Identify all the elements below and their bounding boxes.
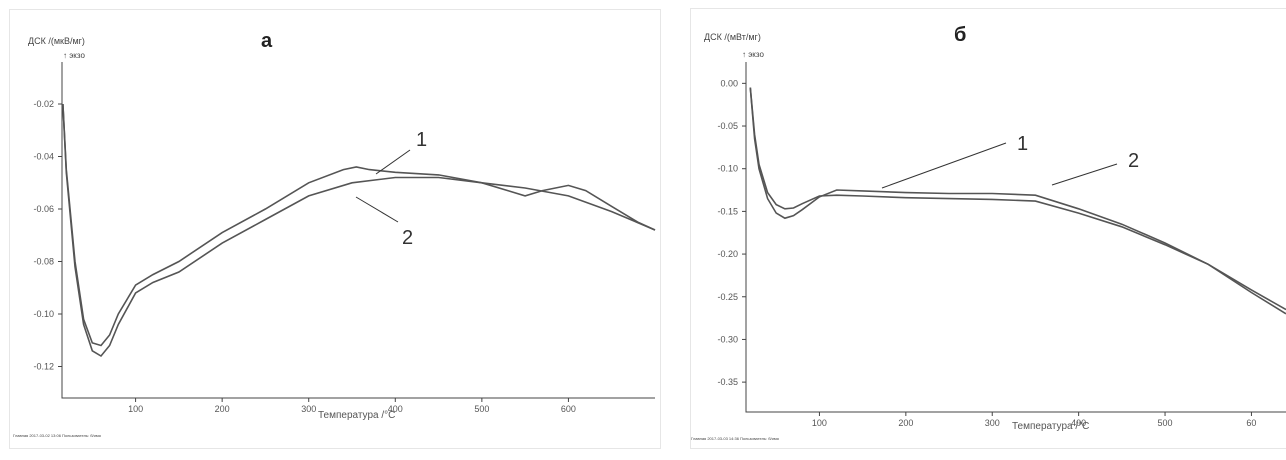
- chart-frame: [9, 9, 661, 449]
- chart-frame: [690, 8, 1286, 449]
- dsc-chart-b: ДСК /(мВт/мг) ↑ экзо б Температура /°C Г…: [686, 0, 1286, 455]
- dsc-chart-a: ДСК /(мкВ/мг) ↑ экзо а Температура /°C Г…: [0, 0, 664, 455]
